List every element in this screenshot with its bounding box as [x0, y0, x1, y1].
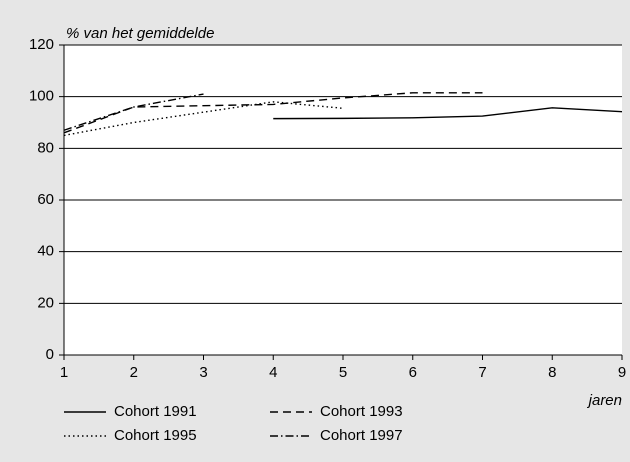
y-tick-label: 0: [46, 346, 54, 363]
y-axis-label: % van het gemiddelde: [66, 25, 214, 42]
y-tick-label: 40: [37, 243, 54, 260]
legend-label: Cohort 1995: [114, 427, 197, 444]
y-tick-label: 60: [37, 191, 54, 208]
x-tick-label: 7: [478, 364, 486, 381]
x-tick-label: 3: [199, 364, 207, 381]
x-tick-label: 9: [618, 364, 626, 381]
series-line: [63, 101, 344, 137]
x-tick-label: 2: [130, 364, 138, 381]
x-tick-label: 6: [409, 364, 417, 381]
y-tick-label: 120: [29, 36, 54, 53]
series-line: [273, 107, 623, 120]
y-tick-label: 100: [29, 88, 54, 105]
x-axis-label: jaren: [587, 392, 622, 409]
legend-label: Cohort 1997: [320, 427, 403, 444]
x-tick-label: 1: [60, 364, 68, 381]
x-tick-label: 4: [269, 364, 277, 381]
y-tick-label: 20: [37, 294, 54, 311]
x-tick-label: 8: [548, 364, 556, 381]
x-tick-label: 5: [339, 364, 347, 381]
series-line: [63, 93, 204, 131]
legend-label: Cohort 1991: [114, 403, 197, 420]
legend-label: Cohort 1993: [320, 403, 403, 420]
y-tick-label: 80: [37, 139, 54, 156]
series-line: [63, 92, 483, 134]
